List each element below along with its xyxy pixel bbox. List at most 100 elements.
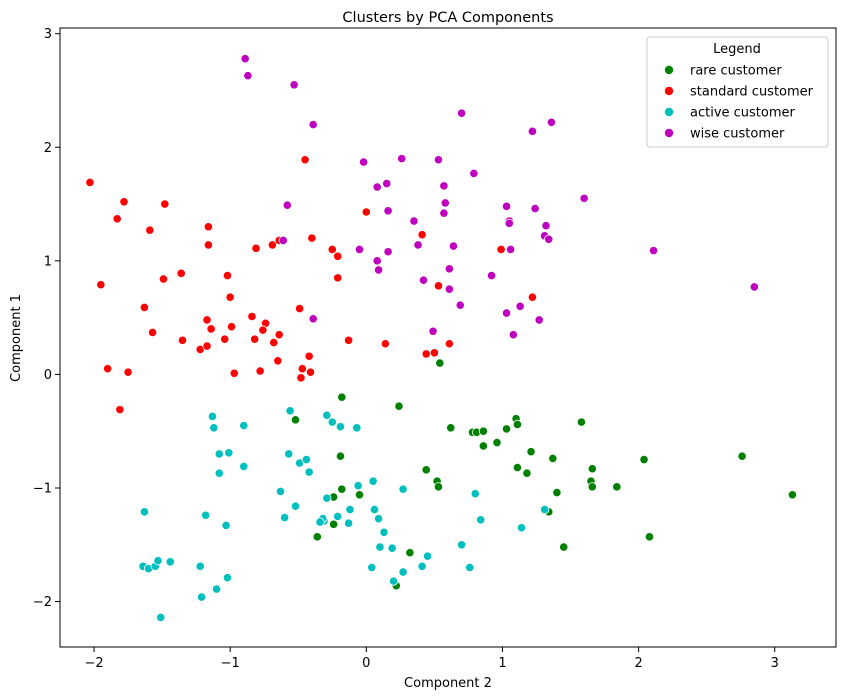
point-standard-customer-29 <box>258 325 268 335</box>
point-standard-customer-12 <box>307 233 317 243</box>
point-rare-customer-0 <box>435 358 445 368</box>
point-active-customer-22 <box>353 481 363 491</box>
y-tick-label-5: 3 <box>44 27 52 42</box>
point-wise-customer-2 <box>289 80 299 90</box>
point-rare-customer-14 <box>526 447 536 457</box>
point-active-customer-20 <box>333 511 343 521</box>
point-standard-customer-36 <box>269 338 279 348</box>
point-wise-customer-34 <box>372 256 382 266</box>
point-active-customer-54 <box>222 573 233 583</box>
point-standard-customer-27 <box>247 311 257 322</box>
point-rare-customer-31 <box>337 484 347 494</box>
point-active-customer-18 <box>322 493 332 503</box>
point-active-customer-21 <box>345 504 355 515</box>
point-wise-customer-29 <box>383 247 393 257</box>
point-wise-customer-42 <box>455 300 465 310</box>
point-rare-customer-29 <box>787 490 798 500</box>
point-wise-customer-39 <box>444 284 454 294</box>
point-rare-customer-20 <box>421 465 431 475</box>
point-standard-customer-10 <box>300 155 310 165</box>
point-standard-customer-19 <box>176 268 186 278</box>
x-axis: −2 −1 0 1 2 3 <box>84 647 779 671</box>
point-rare-customer-10 <box>501 424 512 434</box>
point-standard-customer-44 <box>305 367 316 377</box>
point-rare-customer-9 <box>512 419 523 429</box>
point-rare-customer-36 <box>644 532 655 542</box>
point-standard-customer-21 <box>139 302 150 313</box>
point-wise-customer-30 <box>413 240 423 250</box>
point-wise-customer-26 <box>544 234 554 244</box>
point-rare-customer-2 <box>394 401 404 411</box>
point-wise-customer-35 <box>373 265 384 275</box>
x-axis-label: Component 2 <box>404 676 492 691</box>
point-wise-customer-20 <box>530 203 540 214</box>
point-standard-customer-48 <box>103 364 113 374</box>
point-standard-customer-40 <box>433 281 444 291</box>
y-axis-label: Component 1 <box>9 294 24 382</box>
point-rare-customer-24 <box>587 482 597 492</box>
point-active-customer-8 <box>224 448 234 458</box>
legend-title: Legend <box>713 42 761 57</box>
point-standard-customer-35 <box>220 334 230 344</box>
point-standard-customer-43 <box>297 364 307 374</box>
point-standard-customer-52 <box>380 339 390 349</box>
point-rare-customer-17 <box>522 468 532 478</box>
point-rare-customer-30 <box>354 490 365 500</box>
point-active-customer-10 <box>284 449 294 459</box>
legend: Legend rare customer standard customer act… <box>646 36 829 148</box>
legend-marker-1 <box>664 86 675 97</box>
point-standard-customer-23 <box>147 327 158 337</box>
point-wise-customer-7 <box>358 157 369 167</box>
point-standard-customer-55 <box>444 339 454 349</box>
y-tick-label-1: −1 <box>33 481 52 496</box>
point-active-customer-26 <box>280 512 290 523</box>
point-active-customer-40 <box>387 543 397 553</box>
legend-marker-3 <box>664 127 675 138</box>
point-wise-customer-1 <box>243 71 253 81</box>
point-active-customer-17 <box>290 501 301 511</box>
point-active-customer-52 <box>165 557 175 567</box>
point-standard-customer-26 <box>226 322 237 332</box>
point-wise-customer-3 <box>308 119 318 130</box>
y-tick-label-0: −2 <box>33 595 52 610</box>
point-wise-customer-4 <box>457 108 467 118</box>
point-wise-customer-23 <box>504 218 514 228</box>
point-rare-customer-35 <box>312 532 322 542</box>
point-standard-customer-18 <box>158 274 169 284</box>
point-active-customer-44 <box>417 561 427 571</box>
point-active-customer-14 <box>239 461 249 472</box>
point-wise-customer-36 <box>444 264 454 274</box>
point-standard-customer-2 <box>112 214 122 224</box>
point-active-customer-23 <box>368 476 378 486</box>
point-active-customer-9 <box>214 449 224 459</box>
point-active-customer-57 <box>156 612 166 623</box>
point-rare-customer-38 <box>405 548 415 558</box>
point-standard-customer-24 <box>202 315 212 325</box>
point-active-customer-1 <box>209 423 219 433</box>
point-wise-customer-43 <box>534 315 544 325</box>
point-rare-customer-22 <box>433 482 444 492</box>
point-wise-customer-33 <box>648 246 659 256</box>
point-wise-customer-27 <box>278 235 288 245</box>
point-wise-customer-41 <box>501 308 512 318</box>
point-standard-customer-8 <box>267 240 277 250</box>
point-rare-customer-15 <box>548 453 558 464</box>
point-standard-customer-34 <box>202 341 212 351</box>
point-active-customer-32 <box>379 527 389 537</box>
point-wise-customer-16 <box>282 200 292 210</box>
point-standard-customer-38 <box>295 303 305 314</box>
point-standard-customer-51 <box>344 335 354 345</box>
point-standard-customer-50 <box>115 405 125 415</box>
point-standard-customer-42 <box>304 351 314 361</box>
point-active-customer-56 <box>196 592 207 602</box>
point-active-customer-38 <box>540 504 550 515</box>
point-wise-customer-10 <box>439 181 449 191</box>
point-wise-customer-9 <box>433 155 444 165</box>
point-wise-customer-40 <box>515 301 525 311</box>
point-active-customer-47 <box>465 562 475 573</box>
plot-points <box>85 54 798 623</box>
point-active-customer-25 <box>470 489 480 499</box>
point-active-customer-12 <box>301 454 312 465</box>
point-standard-customer-4 <box>145 225 155 235</box>
point-active-customer-16 <box>275 486 286 496</box>
